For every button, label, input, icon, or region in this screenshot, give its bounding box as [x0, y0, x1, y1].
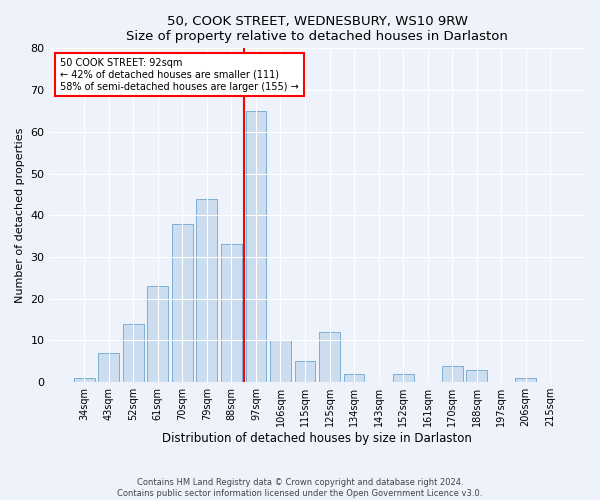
Bar: [123, 324, 144, 382]
Text: 50 COOK STREET: 92sqm
← 42% of detached houses are smaller (111)
58% of semi-det: 50 COOK STREET: 92sqm ← 42% of detached …: [60, 58, 299, 92]
Bar: [148, 286, 168, 382]
Bar: [392, 374, 413, 382]
Bar: [221, 244, 242, 382]
Text: Contains HM Land Registry data © Crown copyright and database right 2024.
Contai: Contains HM Land Registry data © Crown c…: [118, 478, 482, 498]
Bar: [270, 340, 291, 382]
Bar: [344, 374, 364, 382]
Bar: [515, 378, 536, 382]
Bar: [98, 353, 119, 382]
Bar: [442, 366, 463, 382]
Bar: [74, 378, 95, 382]
Y-axis label: Number of detached properties: Number of detached properties: [15, 128, 25, 303]
Bar: [466, 370, 487, 382]
Bar: [196, 198, 217, 382]
Bar: [245, 111, 266, 382]
X-axis label: Distribution of detached houses by size in Darlaston: Distribution of detached houses by size …: [163, 432, 472, 445]
Bar: [295, 362, 316, 382]
Bar: [319, 332, 340, 382]
Bar: [172, 224, 193, 382]
Title: 50, COOK STREET, WEDNESBURY, WS10 9RW
Size of property relative to detached hous: 50, COOK STREET, WEDNESBURY, WS10 9RW Si…: [127, 15, 508, 43]
